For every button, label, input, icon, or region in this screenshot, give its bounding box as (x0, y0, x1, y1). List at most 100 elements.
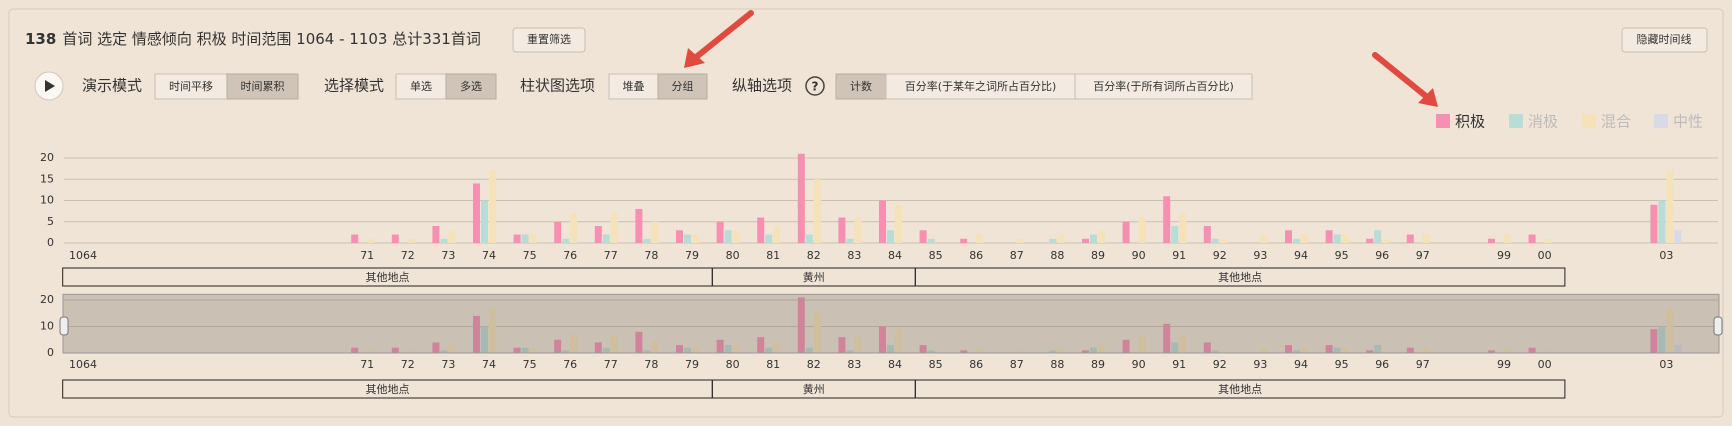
bar[interactable] (643, 238, 651, 243)
legend-label[interactable]: 混合 (1601, 113, 1631, 131)
bar[interactable] (854, 337, 862, 353)
bar[interactable] (481, 200, 488, 244)
bar[interactable] (448, 345, 456, 353)
bar[interactable] (1341, 347, 1349, 353)
help-mark[interactable]: ? (812, 80, 819, 94)
option-label[interactable]: 计数 (850, 80, 872, 93)
bar[interactable] (1488, 238, 1495, 243)
option-label[interactable]: 多选 (460, 79, 482, 93)
bar[interactable] (1325, 230, 1333, 243)
bar[interactable] (367, 238, 375, 243)
option-label[interactable]: 分组 (672, 79, 694, 93)
hide-timeline-button[interactable] (1621, 27, 1708, 53)
bar[interactable] (432, 226, 440, 243)
bar[interactable] (927, 350, 935, 353)
bar[interactable] (1666, 307, 1674, 353)
bar[interactable] (879, 200, 886, 244)
bar[interactable] (1293, 350, 1300, 353)
bar[interactable] (1333, 347, 1341, 353)
legend-swatch[interactable] (1582, 114, 1596, 128)
bar[interactable] (1016, 350, 1024, 353)
brush-handle[interactable] (1713, 316, 1723, 336)
bar[interactable] (489, 170, 496, 243)
bar[interactable] (635, 209, 643, 243)
bar[interactable] (1658, 326, 1666, 354)
bar[interactable] (976, 234, 984, 244)
bar[interactable] (1057, 234, 1065, 244)
bar[interactable] (1544, 350, 1552, 353)
bar[interactable] (529, 234, 537, 244)
bar[interactable] (1171, 226, 1179, 243)
bar[interactable] (684, 234, 691, 244)
bar[interactable] (1666, 170, 1674, 243)
option-label[interactable]: 时间平移 (169, 80, 213, 93)
bar[interactable] (846, 238, 854, 243)
bar[interactable] (692, 347, 699, 353)
bar[interactable] (1016, 238, 1024, 243)
bar[interactable] (854, 217, 862, 244)
bar[interactable] (732, 230, 740, 243)
brush-handle[interactable] (59, 316, 69, 336)
bar[interactable] (1082, 238, 1089, 243)
bar[interactable] (813, 313, 821, 353)
bar[interactable] (1293, 238, 1300, 243)
bar[interactable] (391, 234, 399, 244)
bar[interactable] (1382, 238, 1390, 243)
bar[interactable] (1138, 217, 1146, 244)
bar[interactable] (757, 217, 765, 244)
bar[interactable] (570, 334, 578, 353)
bar[interactable] (448, 230, 456, 243)
bar[interactable] (1179, 334, 1187, 353)
bar[interactable] (481, 326, 488, 354)
legend-swatch[interactable] (1654, 114, 1668, 128)
bar[interactable] (1406, 234, 1414, 244)
legend-label[interactable]: 积极 (1455, 113, 1485, 131)
reset-label[interactable]: 重置筛选 (527, 32, 571, 46)
option-label[interactable]: 时间累积 (241, 80, 285, 93)
bar[interactable] (635, 331, 643, 353)
bar[interactable] (1138, 337, 1146, 353)
bar[interactable] (594, 226, 602, 243)
bar[interactable] (1090, 234, 1097, 244)
bar[interactable] (1211, 238, 1219, 243)
bar[interactable] (651, 339, 659, 353)
bar[interactable] (1090, 347, 1097, 353)
bar[interactable] (351, 234, 359, 244)
bar[interactable] (513, 347, 521, 353)
bar[interactable] (594, 342, 602, 353)
bar[interactable] (797, 153, 805, 243)
option-button[interactable] (1074, 73, 1253, 100)
option-label[interactable]: 堆叠 (623, 80, 645, 93)
bar[interactable] (602, 347, 610, 353)
bar[interactable] (765, 234, 773, 244)
option-button[interactable] (657, 73, 708, 100)
bar[interactable] (724, 345, 732, 353)
bar[interactable] (1122, 221, 1130, 243)
bar[interactable] (351, 347, 359, 353)
bar[interactable] (1082, 350, 1089, 353)
bar[interactable] (1528, 347, 1536, 353)
bar[interactable] (1544, 238, 1552, 243)
bar[interactable] (1528, 234, 1536, 244)
bar[interactable] (440, 238, 448, 243)
bar[interactable] (610, 213, 618, 243)
bar[interactable] (554, 339, 562, 353)
bar[interactable] (529, 347, 537, 353)
bar[interactable] (1406, 347, 1414, 353)
bar[interactable] (919, 345, 927, 353)
bar[interactable] (1098, 230, 1105, 243)
bar[interactable] (407, 350, 415, 353)
bar[interactable] (765, 347, 773, 353)
reset-button[interactable] (512, 27, 586, 53)
bar[interactable] (1650, 204, 1658, 243)
bar[interactable] (813, 179, 821, 243)
bar[interactable] (1163, 323, 1171, 353)
bar[interactable] (887, 345, 894, 353)
bar[interactable] (562, 238, 570, 243)
bar[interactable] (1049, 350, 1057, 353)
bar[interactable] (1171, 342, 1179, 353)
option-label[interactable]: 百分率(于某年之词所占百分比) (905, 79, 1057, 93)
bar[interactable] (610, 334, 618, 353)
bar[interactable] (1049, 238, 1057, 243)
bar[interactable] (570, 213, 578, 243)
